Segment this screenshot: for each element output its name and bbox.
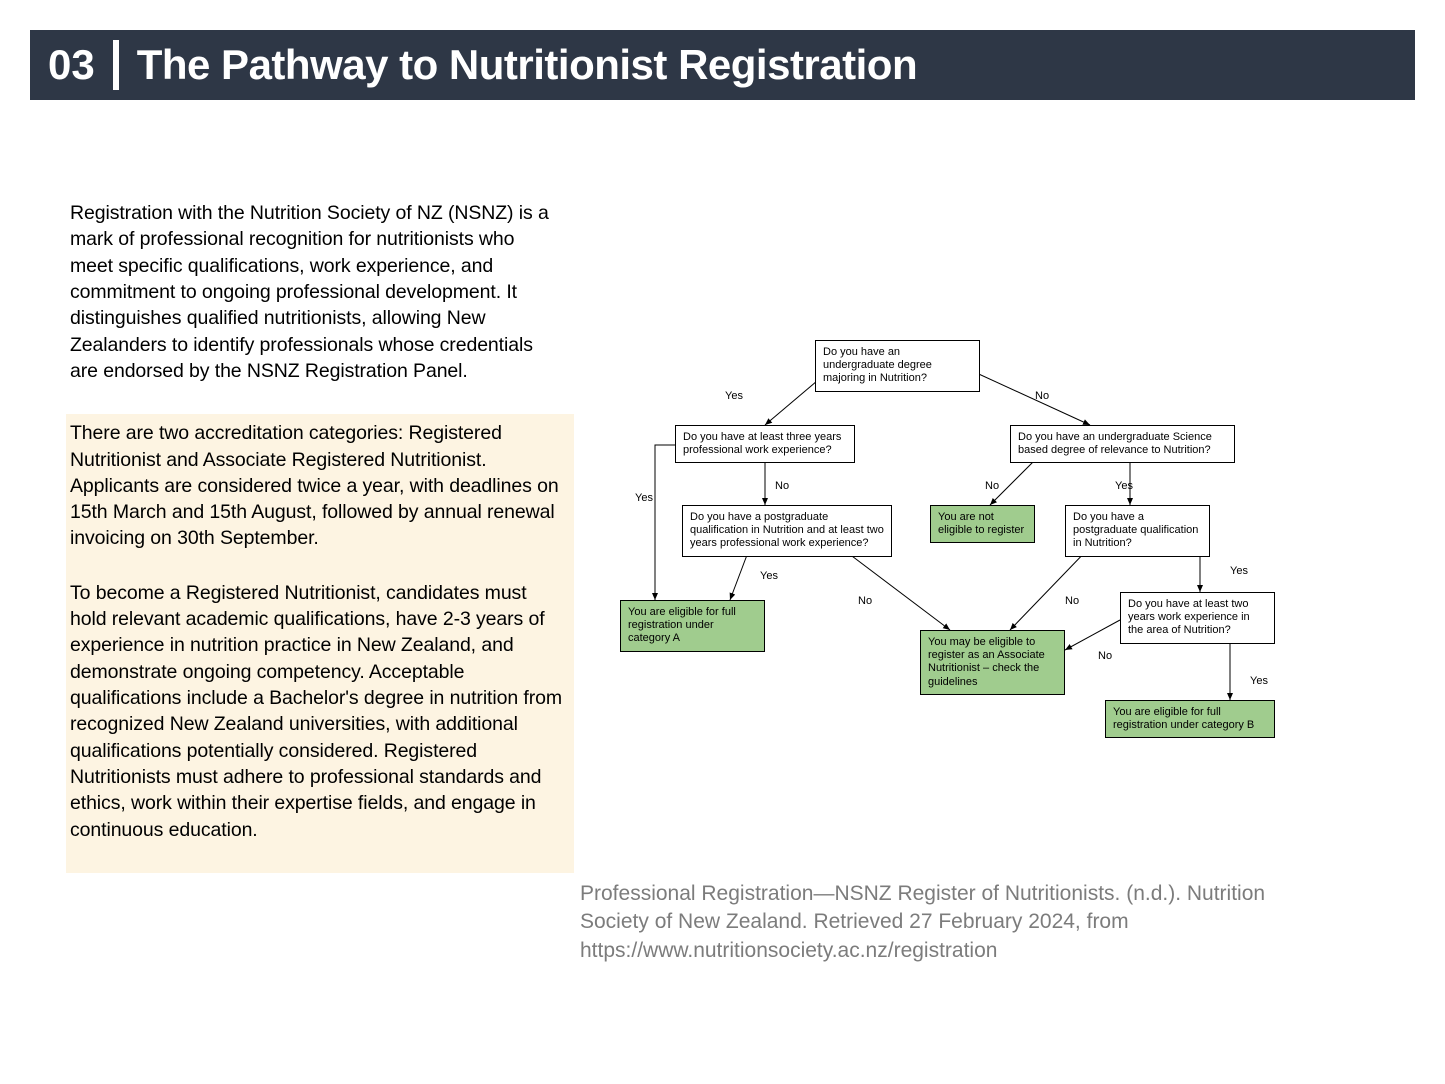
flowchart-edge-5 — [840, 547, 950, 630]
flowchart-edge-label-5: No — [858, 595, 872, 607]
flowchart-edge-label-4: Yes — [760, 570, 778, 582]
flowchart-node-n6: You are not eligible to register — [930, 505, 1035, 543]
flowchart-edge-label-2: Yes — [635, 492, 653, 504]
flowchart-edge-10 — [1065, 620, 1120, 650]
highlight-block: There are two accreditation categories: … — [66, 414, 574, 873]
requirements-paragraph: To become a Registered Nutritionist, can… — [70, 580, 566, 843]
flowchart-node-n8: You may be eligible to register as an As… — [920, 630, 1065, 695]
flowchart-edge-label-7: Yes — [1115, 480, 1133, 492]
flowchart-node-n2: Do you have at least three years profess… — [675, 425, 855, 463]
flowchart-edge-label-6: No — [985, 480, 999, 492]
flowchart-edge-label-3: No — [775, 480, 789, 492]
flowchart-edge-label-1: No — [1035, 390, 1049, 402]
flowchart-edge-label-9: Yes — [1230, 565, 1248, 577]
flowchart-edge-2 — [655, 445, 675, 600]
citation-text: Professional Registration—NSNZ Register … — [580, 880, 1280, 965]
flowchart-node-n1: Do you have an undergraduate degree majo… — [815, 340, 980, 392]
flowchart-edge-label-0: Yes — [725, 390, 743, 402]
page-title: The Pathway to Nutritionist Registration — [119, 41, 917, 89]
flowchart-edge-1 — [970, 370, 1090, 425]
flowchart-edge-label-11: Yes — [1250, 675, 1268, 687]
flowchart-edge-label-10: No — [1098, 650, 1112, 662]
flowchart-node-n10: You are eligible for full registration u… — [1105, 700, 1275, 738]
flowchart-edge-8 — [1010, 547, 1090, 630]
header-bar: 03 The Pathway to Nutritionist Registrat… — [30, 30, 1415, 100]
flowchart-node-n5: Do you have an undergraduate Science bas… — [1010, 425, 1235, 463]
categories-paragraph: There are two accreditation categories: … — [70, 420, 566, 552]
registration-flowchart: Do you have an undergraduate degree majo… — [610, 330, 1310, 770]
flowchart-edge-label-8: No — [1065, 595, 1079, 607]
slide-number: 03 — [30, 41, 113, 89]
flowchart-node-n3: Do you have a postgraduate qualification… — [682, 505, 892, 557]
left-column: Registration with the Nutrition Society … — [70, 200, 560, 873]
flowchart-node-n4: You are eligible for full registration u… — [620, 600, 765, 652]
intro-paragraph: Registration with the Nutrition Society … — [70, 200, 560, 384]
flowchart-node-n9: Do you have at least two years work expe… — [1120, 592, 1275, 644]
flowchart-node-n7: Do you have a postgraduate qualification… — [1065, 505, 1210, 557]
